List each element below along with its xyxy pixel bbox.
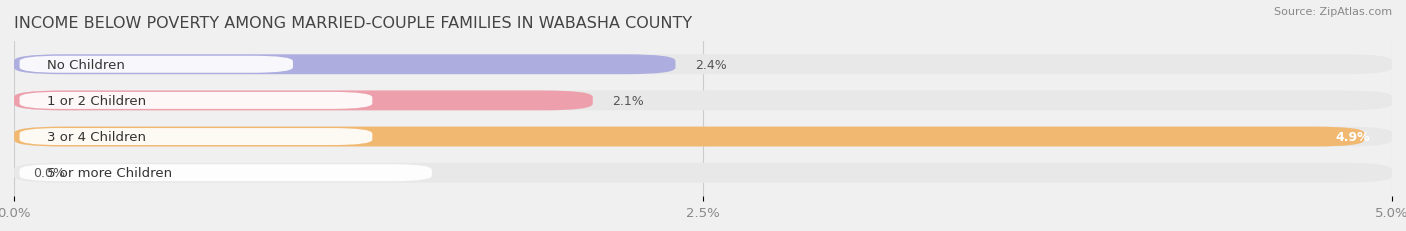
FancyBboxPatch shape — [14, 91, 593, 111]
Text: No Children: No Children — [48, 58, 125, 71]
Text: 0.0%: 0.0% — [34, 167, 65, 179]
Text: 3 or 4 Children: 3 or 4 Children — [48, 131, 146, 143]
FancyBboxPatch shape — [20, 92, 373, 109]
FancyBboxPatch shape — [14, 55, 675, 75]
Text: 2.4%: 2.4% — [695, 58, 727, 71]
FancyBboxPatch shape — [14, 163, 1392, 183]
FancyBboxPatch shape — [14, 55, 1392, 75]
Text: Source: ZipAtlas.com: Source: ZipAtlas.com — [1274, 7, 1392, 17]
FancyBboxPatch shape — [20, 164, 432, 181]
FancyBboxPatch shape — [20, 128, 373, 146]
Text: 2.1%: 2.1% — [612, 94, 644, 107]
Text: 4.9%: 4.9% — [1336, 131, 1369, 143]
Text: 5 or more Children: 5 or more Children — [48, 167, 173, 179]
Text: INCOME BELOW POVERTY AMONG MARRIED-COUPLE FAMILIES IN WABASHA COUNTY: INCOME BELOW POVERTY AMONG MARRIED-COUPL… — [14, 16, 692, 31]
FancyBboxPatch shape — [14, 127, 1364, 147]
Text: 1 or 2 Children: 1 or 2 Children — [48, 94, 146, 107]
FancyBboxPatch shape — [20, 57, 292, 73]
FancyBboxPatch shape — [14, 127, 1392, 147]
FancyBboxPatch shape — [14, 91, 1392, 111]
